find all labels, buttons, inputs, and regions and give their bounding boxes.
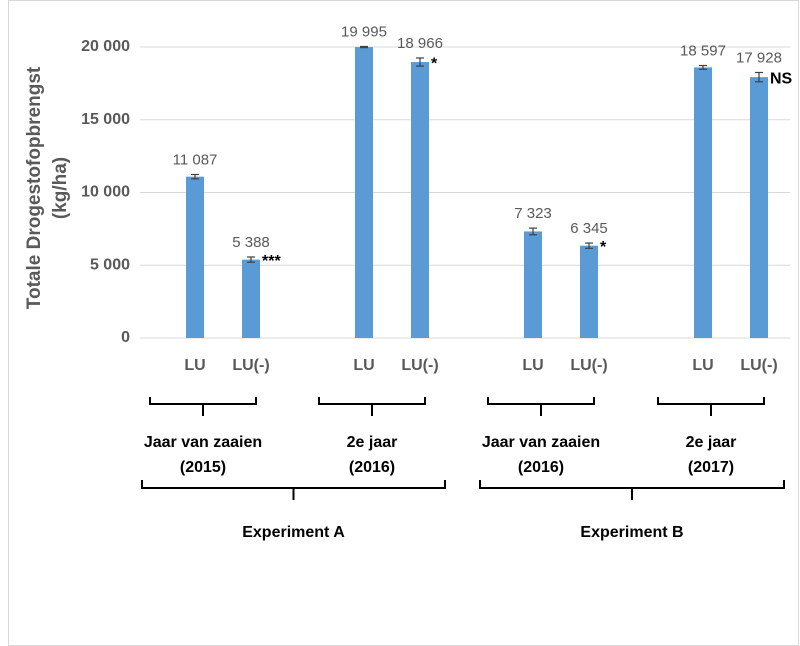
significance-label: *** (262, 253, 281, 270)
bar (355, 47, 373, 338)
y-axis-title-line: (kg/ha) (50, 157, 71, 219)
value-label: 18 966 (397, 35, 443, 52)
y-tick-label: 15 000 (81, 111, 130, 128)
group-label: Jaar van zaaien (144, 434, 262, 451)
value-label: 19 995 (341, 23, 387, 40)
experiment-bracket (141, 480, 446, 500)
group-label: (2017) (688, 459, 734, 476)
group-label: (2015) (180, 459, 226, 476)
bar (186, 176, 204, 338)
group-label: 2e jaar (347, 434, 398, 451)
y-tick-label: 5 000 (90, 256, 130, 273)
group-bracket (657, 397, 765, 416)
group-bracket (318, 397, 426, 416)
chart-frame (8, 0, 799, 646)
group-label: Jaar van zaaien (482, 434, 600, 451)
value-label: 7 323 (514, 205, 552, 222)
value-label: 11 087 (173, 151, 218, 168)
value-label: 6 345 (570, 220, 608, 237)
bar (750, 77, 768, 339)
x-tick-label: LU(-) (232, 357, 269, 374)
y-axis-title-line: Totale Drogestofopbrengst (24, 66, 45, 309)
experiment-bracket (479, 480, 785, 500)
x-tick-label: LU(-) (570, 357, 607, 374)
bar (694, 67, 712, 339)
significance-label: NS (770, 70, 793, 87)
bar (580, 245, 598, 338)
error-bar (699, 64, 707, 70)
y-tick-label: 0 (121, 329, 130, 346)
x-tick-label: LU (184, 357, 205, 374)
bar (242, 259, 260, 338)
x-tick-label: LU (522, 357, 543, 374)
value-label: 17 928 (736, 49, 782, 66)
group-bracket (149, 397, 257, 416)
bar (524, 231, 542, 338)
experiment-label: Experiment B (580, 524, 683, 541)
y-axis-title: Totale Drogestofopbrengst (kg/ha) (24, 66, 71, 309)
x-tick-label: LU(-) (740, 357, 777, 374)
group-bracket (487, 397, 595, 416)
group-label: (2016) (349, 459, 395, 476)
error-bar (529, 227, 537, 236)
error-bar (247, 256, 255, 263)
error-bar (585, 242, 593, 249)
error-bar (755, 71, 763, 83)
x-tick-label: LU (353, 357, 374, 374)
error-bar (416, 57, 424, 67)
value-label: 18 597 (680, 42, 726, 59)
error-bar (360, 45, 368, 49)
value-label: 5 388 (232, 234, 270, 251)
experiment-label: Experiment A (242, 524, 345, 541)
significance-label: * (600, 239, 607, 256)
y-tick-label: 10 000 (81, 184, 130, 201)
y-tick-label: 20 000 (81, 38, 130, 55)
error-bar (191, 173, 199, 180)
x-tick-label: LU (692, 357, 713, 374)
significance-label: * (431, 55, 438, 72)
group-label: 2e jaar (686, 434, 737, 451)
x-tick-label: LU(-) (401, 357, 438, 374)
bar (411, 62, 429, 338)
group-label: (2016) (518, 459, 564, 476)
